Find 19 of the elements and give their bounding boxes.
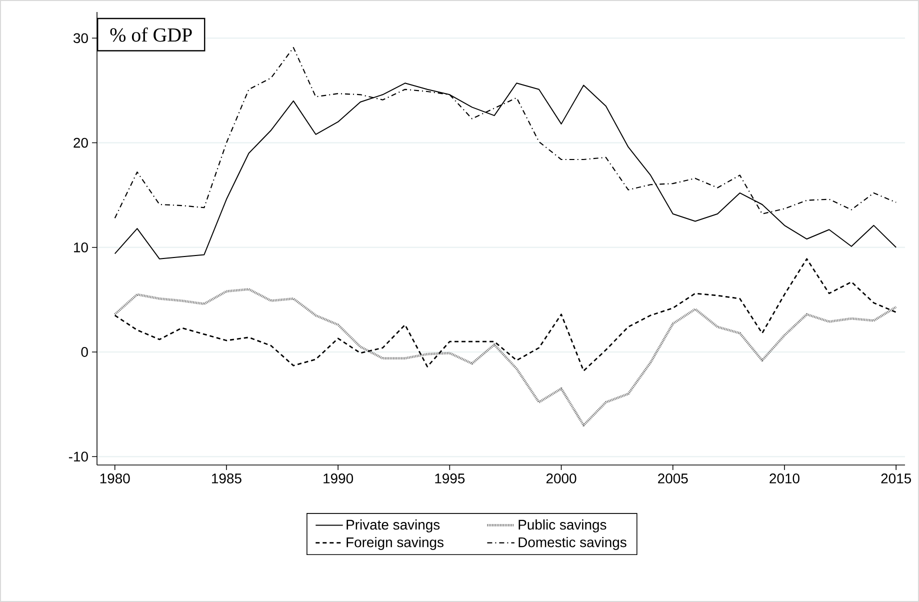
y-tick-label: -10 xyxy=(68,452,88,462)
legend-label: Domestic savings xyxy=(518,536,626,550)
x-tick-label: 2010 xyxy=(770,474,800,484)
legend-label: Public savings xyxy=(518,519,606,532)
x-tick-label: 1995 xyxy=(435,474,465,484)
legend-label: Foreign savings xyxy=(346,536,444,550)
x-tick-label: 1985 xyxy=(212,474,242,484)
x-tick-label: 1980 xyxy=(100,474,130,484)
y-tick-label: 30 xyxy=(74,33,88,44)
x-tick-label: 2015 xyxy=(881,474,912,484)
legend-label: Private savings xyxy=(346,519,440,532)
x-tick-label: 2005 xyxy=(658,474,688,484)
y-tick-label: 10 xyxy=(74,242,88,252)
text: % of GDP xyxy=(110,27,192,42)
x-tick-label: 1990 xyxy=(324,474,354,484)
y-tick-label: 0 xyxy=(81,347,88,357)
x-tick-label: 2000 xyxy=(546,474,576,484)
line-series xyxy=(114,288,898,426)
y-tick-label: 20 xyxy=(74,138,88,148)
